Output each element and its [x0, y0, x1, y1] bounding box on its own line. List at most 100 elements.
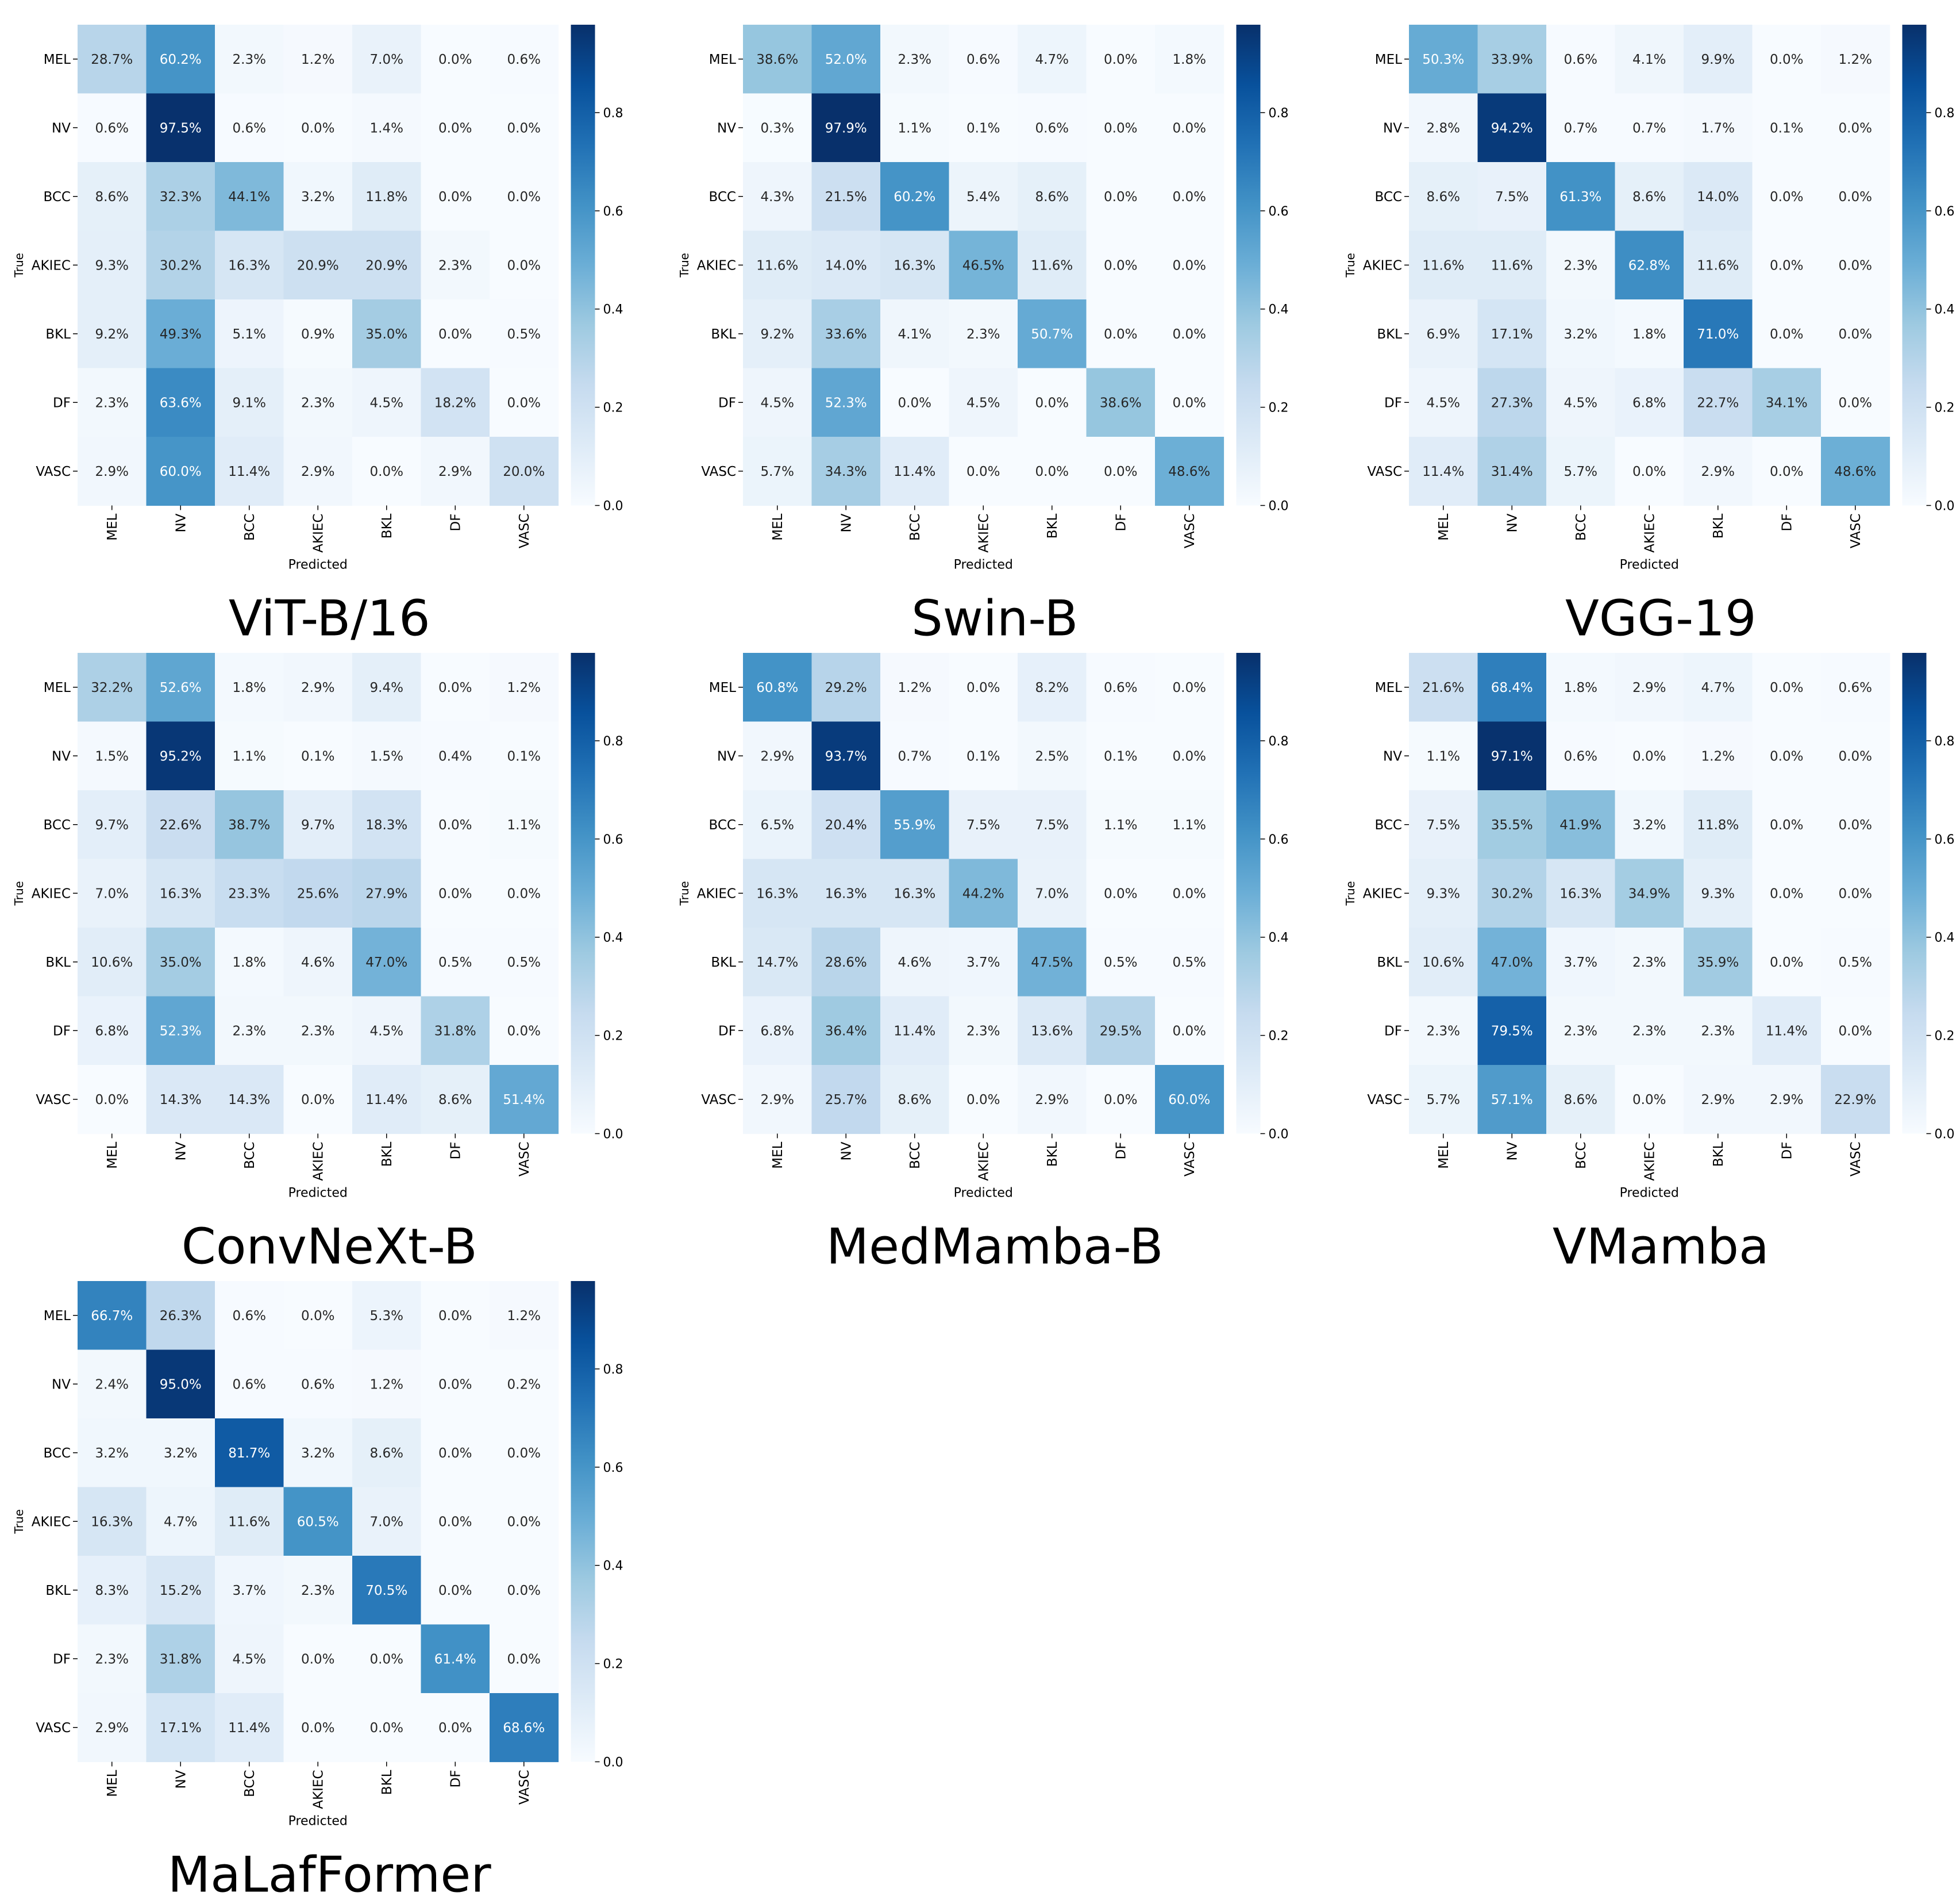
heatmap-cell: [1477, 93, 1547, 163]
panel-title: MaLafFormer: [168, 1847, 491, 1900]
heatmap-cell: [1684, 996, 1753, 1066]
heatmap-cell: [880, 790, 950, 860]
cell-value-label: 60.5%: [297, 1514, 339, 1529]
heatmap-cell: [146, 1556, 215, 1625]
cell-value-label: 0.6%: [1564, 749, 1597, 764]
cell-value-label: 0.0%: [1839, 395, 1872, 410]
heatmap-cell: [421, 230, 490, 300]
heatmap-cell: [78, 162, 147, 232]
panel-title: Swin-B: [911, 590, 1078, 648]
cell-value-label: 22.6%: [160, 818, 202, 833]
heatmap-cell: [1546, 162, 1616, 232]
cell-value-label: 41.9%: [1559, 818, 1601, 833]
heatmap-cell: [1018, 93, 1087, 163]
cell-value-label: 14.0%: [825, 258, 867, 273]
heatmap-cell: [949, 790, 1018, 860]
y-tick-label: DF: [53, 1024, 71, 1039]
heatmap-cell: [146, 299, 215, 369]
cell-value-label: 25.6%: [297, 886, 339, 901]
x-tick-label: BKL: [380, 513, 395, 539]
heatmap-cell: [1155, 790, 1224, 860]
cell-value-label: 2.3%: [966, 327, 1000, 342]
cell-value-label: 1.1%: [1427, 749, 1460, 764]
heatmap-cell: [1615, 437, 1684, 506]
cell-value-label: 0.0%: [301, 1093, 334, 1107]
heatmap-cell: [1477, 721, 1547, 791]
heatmap-cell: [880, 721, 950, 791]
cell-value-label: 16.3%: [228, 258, 270, 273]
heatmap-cell: [1409, 1065, 1478, 1134]
cell-value-label: 0.0%: [1173, 680, 1206, 695]
colorbar-tick-label: 0.8: [1269, 106, 1289, 121]
y-tick-label: NV: [52, 749, 71, 764]
heatmap-cell: [811, 996, 881, 1066]
cell-value-label: 27.9%: [365, 886, 407, 901]
heatmap-cell: [811, 859, 881, 928]
colorbar: [1902, 653, 1927, 1134]
heatmap-cell: [1155, 653, 1224, 722]
cell-value-label: 0.4%: [438, 749, 472, 764]
cell-value-label: 0.6%: [507, 52, 541, 67]
heatmap-cell: [215, 1693, 284, 1763]
heatmap-cell: [421, 859, 490, 928]
heatmap-cell: [1615, 790, 1684, 860]
cell-value-label: 0.0%: [438, 121, 472, 136]
x-axis-label: Predicted: [288, 1814, 348, 1829]
heatmap-cell: [421, 996, 490, 1066]
cell-value-label: 38.6%: [1100, 395, 1142, 410]
colorbar-tick-label: 0.4: [603, 303, 623, 317]
colorbar-tick-label: 0.8: [603, 734, 623, 749]
cell-value-label: 9.3%: [95, 258, 129, 273]
heatmap-cell: [1684, 437, 1753, 506]
heatmap-cell: [421, 1624, 490, 1694]
cell-value-label: 11.6%: [1491, 258, 1533, 273]
heatmap-cell: [215, 1065, 284, 1134]
heatmap-cell: [1752, 996, 1822, 1066]
heatmap-cell: [1821, 1065, 1890, 1134]
cell-value-label: 3.2%: [301, 1446, 334, 1461]
colorbar-tick-label: 0.2: [1269, 401, 1289, 416]
cell-value-label: 0.5%: [1104, 955, 1137, 970]
heatmap-cell: [1684, 653, 1753, 722]
cell-value-label: 28.7%: [91, 52, 133, 67]
y-axis-label: True: [12, 253, 26, 278]
cell-value-label: 0.0%: [438, 1309, 472, 1324]
heatmap-cell: [1752, 859, 1822, 928]
heatmap-cell: [352, 1418, 422, 1488]
cell-value-label: 0.0%: [1173, 886, 1206, 901]
heatmap-cell: [421, 1281, 490, 1351]
heatmap-cell: [490, 162, 559, 232]
x-tick-label: VASC: [1849, 1142, 1863, 1177]
y-tick-label: NV: [1383, 749, 1402, 764]
heatmap-cell: [1086, 996, 1156, 1066]
x-tick-label: BKL: [380, 1141, 395, 1167]
cell-value-label: 1.1%: [898, 121, 931, 136]
cell-value-label: 0.6%: [1564, 52, 1597, 67]
y-tick-label: VASC: [36, 464, 71, 479]
cell-value-label: 0.0%: [507, 886, 541, 901]
x-axis-label: Predicted: [954, 1186, 1013, 1201]
heatmap-cell: [1018, 790, 1087, 860]
cell-value-label: 0.0%: [438, 1514, 472, 1529]
heatmap-cell: [1018, 928, 1087, 997]
heatmap-cell: [146, 859, 215, 928]
heatmap-cell: [1018, 368, 1087, 437]
heatmap-cell: [1752, 721, 1822, 791]
heatmap-cell: [1155, 859, 1224, 928]
cell-value-label: 31.4%: [1491, 464, 1533, 479]
cell-value-label: 0.0%: [1104, 121, 1137, 136]
cell-value-label: 0.0%: [438, 886, 472, 901]
heatmap-cell: [146, 1418, 215, 1488]
cell-value-label: 0.0%: [438, 818, 472, 833]
x-tick-label: VASC: [1183, 514, 1197, 549]
heatmap-cell: [421, 1487, 490, 1556]
cell-value-label: 0.0%: [438, 680, 472, 695]
heatmap-cell: [215, 437, 284, 506]
heatmap-cell: [421, 1556, 490, 1625]
heatmap-cell: [1155, 368, 1224, 437]
colorbar-tick-label: 0.4: [1935, 931, 1955, 945]
heatmap-cell: [352, 299, 422, 369]
heatmap-cell: [215, 996, 284, 1066]
heatmap-cell: [1615, 368, 1684, 437]
heatmap-cell: [1821, 368, 1890, 437]
